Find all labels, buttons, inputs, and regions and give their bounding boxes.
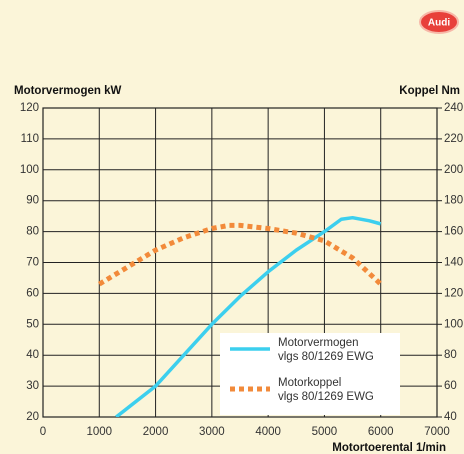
x-tick-label: 4000 [255,426,281,438]
legend-box [220,333,400,415]
y2-tick-label: 40 [444,411,457,423]
y-tick-label: 40 [26,349,39,361]
y-axis-label: Motorvermogen kW [14,85,121,97]
line [97,222,383,287]
y-tick-label: 120 [20,102,39,114]
y2-axis-label: Koppel Nm [399,85,460,97]
y2-tick-label: 220 [444,133,463,145]
x-tick-label: 3000 [199,426,225,438]
y-tick-label: 100 [20,164,39,176]
logo-oval [419,10,459,34]
y2-tick-label: 80 [444,349,457,361]
x-tick-label: 1000 [86,426,112,438]
y2-tick-label: 60 [444,380,457,392]
y2-tick-label: 160 [444,226,463,238]
y2-tick-label: 120 [444,287,463,299]
legend-note: vlgs 80/1269 EWG [278,391,374,403]
x-tick-label: 7000 [424,426,450,438]
y2-tick-label: 140 [444,257,463,269]
y-tick-label: 110 [21,133,39,145]
y-tick-label: 30 [26,380,39,392]
y-tick-label: 50 [26,318,39,330]
plot-border [42,107,438,418]
x-tick-label: 6000 [368,426,394,438]
legend-label: Motorkoppel [278,377,341,389]
legend-note: vlgs 80/1269 EWG [278,351,374,363]
y-tick-label: 60 [26,287,39,299]
y-tick-label: 20 [26,411,39,423]
y2-tick-label: 180 [444,195,463,207]
y2-tick-label: 240 [444,102,463,114]
y-tick-label: 90 [26,195,39,207]
y2-tick-label: 200 [444,164,463,176]
line [115,215,382,417]
y2-tick-label: 100 [444,318,463,330]
x-tick-label: 2000 [143,426,169,438]
x-axis-label: Motortoerental 1/min [332,442,446,454]
x-tick-label: 0 [40,426,46,438]
x-tick-label: 5000 [312,426,338,438]
y-tick-label: 80 [26,226,39,238]
logo: Audi [419,10,459,34]
logo-text: Audi [428,18,450,29]
y-tick-label: 70 [26,257,39,269]
legend-label: Motorvermogen [278,337,359,349]
